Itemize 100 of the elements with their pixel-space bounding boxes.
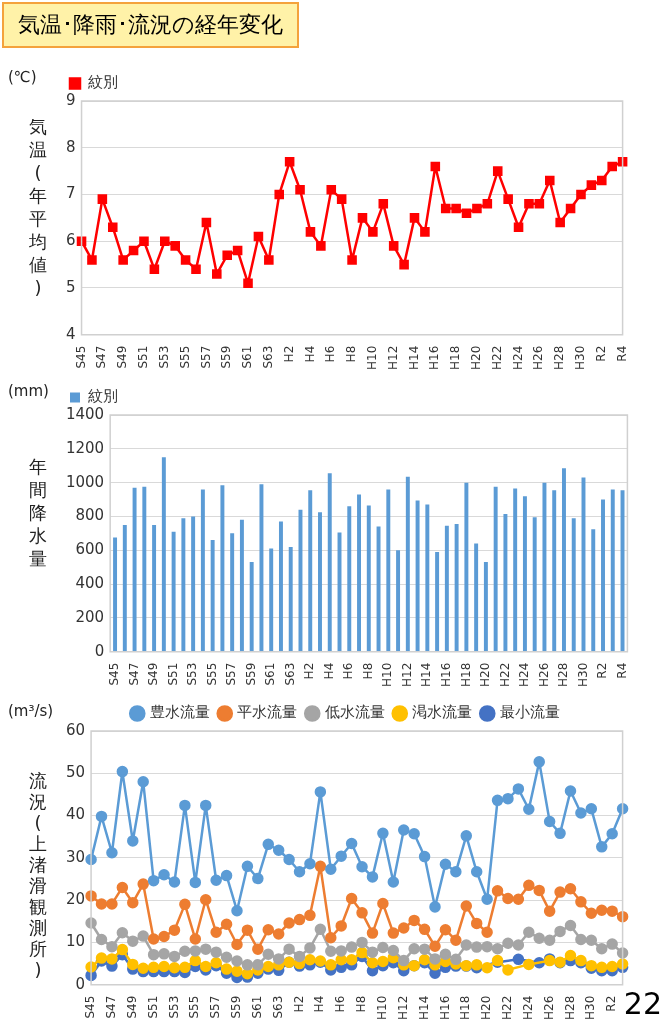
y-tick-label: 50 <box>65 763 86 782</box>
x-tick-label: H24 <box>510 345 525 370</box>
x-tick-label: R4 <box>614 345 629 362</box>
y-tick-label: 8 <box>66 137 76 156</box>
text: 流況(上渚滑観測所) <box>29 770 47 980</box>
text: (m³/s) <box>8 702 54 720</box>
y-tick-label: 9 <box>66 90 76 109</box>
y-tick-label: 40 <box>65 805 86 824</box>
legend-label: 低水流量 <box>324 703 385 722</box>
text: (℃) <box>8 68 37 86</box>
x-tick-label: H16 <box>437 995 452 1020</box>
x-tick-label: S49 <box>124 995 139 1019</box>
x-tick-label: H20 <box>478 662 493 687</box>
x-tick-label: R2 <box>604 995 619 1012</box>
y-tick-label: 60 <box>65 720 86 739</box>
x-tick-label: S51 <box>136 345 151 369</box>
x-tick-label: S49 <box>146 662 161 686</box>
y-tick-label: 400 <box>75 573 105 592</box>
y-tick-label: 800 <box>75 506 105 525</box>
x-tick-label: H20 <box>479 995 494 1020</box>
x-tick-label: S59 <box>243 662 258 686</box>
x-tick-label: H16 <box>438 662 453 687</box>
x-tick-label: S61 <box>249 995 264 1019</box>
x-tick-label: H18 <box>448 345 463 370</box>
x-tick-label: H26 <box>541 995 556 1020</box>
x-tick-label: H2 <box>291 995 306 1013</box>
y-tick-label: 4 <box>66 324 76 343</box>
x-tick-label: S47 <box>104 995 119 1019</box>
x-tick-label: S63 <box>270 995 285 1019</box>
legend-label: 豊水流量 <box>149 703 210 722</box>
x-tick-label: H10 <box>365 345 380 370</box>
y-tick-label: 0 <box>75 974 86 993</box>
x-tick-label: H8 <box>344 345 359 363</box>
x-tick-label: H20 <box>469 345 484 370</box>
x-tick-label: S59 <box>219 345 234 369</box>
x-tick-label: R2 <box>593 345 608 362</box>
x-tick-label: H4 <box>302 345 317 363</box>
y-axis-title: 気温(年平均値) <box>28 115 48 299</box>
x-tick-label: H4 <box>321 662 336 680</box>
x-tick-label: S45 <box>73 345 88 369</box>
x-tick-label: H30 <box>583 995 598 1020</box>
text: 22 <box>623 986 662 1021</box>
x-tick-label: H30 <box>573 345 588 370</box>
x-tick-label: H28 <box>556 662 571 687</box>
legend-label: 最小流量 <box>499 703 560 722</box>
legend-label: 紋別 <box>87 387 118 406</box>
x-tick-label: H12 <box>395 995 410 1020</box>
y-tick-label: 600 <box>75 540 105 559</box>
x-tick-label: S57 <box>198 345 213 369</box>
y-axis-title: 年間降水量 <box>28 455 48 570</box>
x-tick-label: H22 <box>497 662 512 687</box>
x-tick-label: H10 <box>380 662 395 687</box>
legend-label: 紋別 <box>87 73 118 92</box>
x-tick-label: S51 <box>145 995 160 1019</box>
y-tick-label: 1400 <box>65 404 105 423</box>
x-tick-label: H12 <box>385 345 400 370</box>
x-tick-label: S63 <box>260 345 275 369</box>
x-tick-label: H14 <box>419 662 434 687</box>
legend-label: 平水流量 <box>237 703 298 722</box>
x-tick-label: H18 <box>458 662 473 687</box>
y-tick-label: 10 <box>65 932 86 951</box>
x-tick-label: H2 <box>281 345 296 363</box>
x-tick-label: H26 <box>531 345 546 370</box>
text: (mm) <box>8 382 49 400</box>
x-tick-label: H22 <box>489 345 504 370</box>
y-tick-label: 200 <box>75 607 105 626</box>
x-tick-label: H24 <box>520 995 535 1020</box>
x-tick-label: H12 <box>399 662 414 687</box>
x-tick-label: R4 <box>614 662 629 679</box>
x-tick-label: S55 <box>187 995 202 1019</box>
x-tick-label: S45 <box>107 662 122 686</box>
legend-label: 渇水流量 <box>412 703 473 722</box>
x-tick-label: H28 <box>562 995 577 1020</box>
x-tick-label: S61 <box>263 662 278 686</box>
x-tick-label: H28 <box>552 345 567 370</box>
y-tick-label: 6 <box>66 231 76 250</box>
chart-title: 気温･降雨･流況の経年変化 <box>2 2 299 48</box>
x-tick-label: H30 <box>575 662 590 687</box>
x-tick-label: H8 <box>354 995 369 1013</box>
x-tick-label: S53 <box>156 345 171 369</box>
x-tick-label: H6 <box>333 995 348 1013</box>
x-tick-label: H10 <box>375 995 390 1020</box>
x-tick-label: H18 <box>458 995 473 1020</box>
x-tick-label: H16 <box>427 345 442 370</box>
x-tick-label: H4 <box>312 995 327 1013</box>
x-tick-label: S47 <box>94 345 109 369</box>
x-tick-label: H8 <box>360 662 375 680</box>
y-tick-label: 1200 <box>65 438 105 457</box>
x-tick-label: S55 <box>177 345 192 369</box>
x-tick-label: S55 <box>204 662 219 686</box>
x-tick-label: H26 <box>536 662 551 687</box>
y-tick-label: 7 <box>66 184 76 203</box>
x-tick-label: S51 <box>165 662 180 686</box>
x-tick-label: S57 <box>208 995 223 1019</box>
y-tick-label: 5 <box>66 277 76 296</box>
x-tick-label: S47 <box>126 662 141 686</box>
y-tick-label: 20 <box>65 890 86 909</box>
x-tick-label: H6 <box>323 345 338 363</box>
x-tick-label: S57 <box>224 662 239 686</box>
y-tick-label: 1000 <box>65 472 105 491</box>
